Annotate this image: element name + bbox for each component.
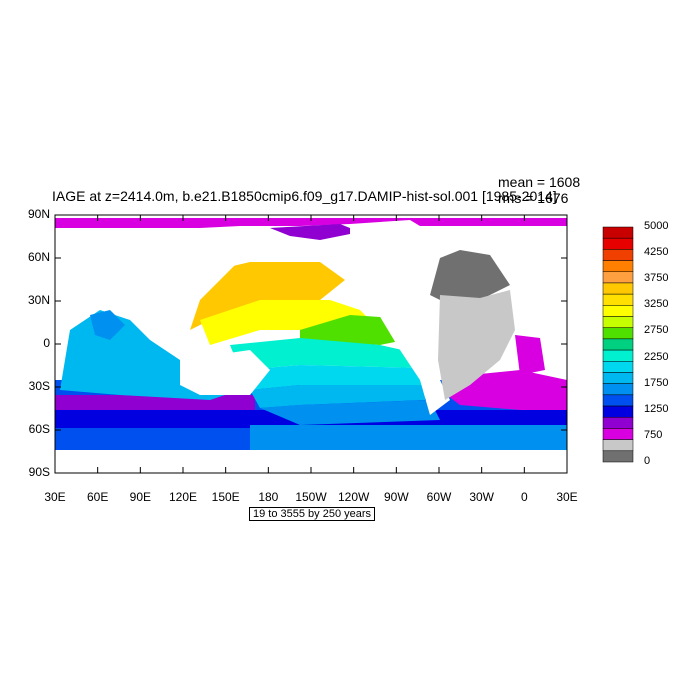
colorbar-swatch bbox=[602, 361, 634, 373]
colorbar-swatch bbox=[602, 293, 634, 306]
x-tick-label: 30W bbox=[469, 490, 494, 504]
x-tick-label: 120E bbox=[168, 490, 198, 504]
pacific-band-4 bbox=[230, 338, 425, 370]
colorbar-swatch bbox=[602, 237, 634, 250]
colorbar-swatch bbox=[602, 282, 634, 295]
y-tick-label: 90N bbox=[27, 207, 50, 221]
colorbar-swatch bbox=[602, 428, 634, 440]
map-title: IAGE at z=2414.0m, b.e21.B1850cmip6.f09_… bbox=[52, 188, 557, 204]
colorbar-swatch bbox=[602, 260, 634, 273]
mask-dark bbox=[430, 250, 510, 305]
atlantic-southeast bbox=[515, 335, 545, 375]
colorbar bbox=[602, 226, 634, 463]
mean-label: mean = 1608 bbox=[498, 174, 581, 190]
x-tick-label: 180 bbox=[258, 490, 279, 504]
x-tick-label: 30E bbox=[556, 490, 578, 504]
y-tick-label: 0 bbox=[43, 336, 50, 350]
colorbar-swatch bbox=[602, 271, 634, 284]
x-tick-label: 150E bbox=[211, 490, 240, 504]
y-tick-label: 60N bbox=[27, 250, 50, 264]
pacific-band-6 bbox=[250, 385, 425, 408]
colorbar-swatch bbox=[602, 305, 634, 317]
colorbar-swatch bbox=[602, 327, 634, 340]
y-tick-label: 30S bbox=[28, 379, 50, 393]
colorbar-swatch bbox=[602, 226, 634, 239]
x-tick-label: 60E bbox=[86, 490, 109, 504]
pacific-band-5 bbox=[240, 365, 425, 390]
colorbar-label: 3250 bbox=[644, 298, 669, 311]
map-field bbox=[55, 215, 567, 473]
colorbar-label: 3750 bbox=[644, 272, 669, 285]
colorbar-label: 1250 bbox=[644, 402, 669, 415]
x-tick-label: 150W bbox=[295, 490, 327, 504]
colorbar-label: 4250 bbox=[644, 246, 669, 259]
colorbar-swatch bbox=[602, 383, 634, 396]
indian-ocean-north bbox=[90, 310, 125, 340]
band-southern-light bbox=[250, 425, 567, 450]
x-tick-label: 90E bbox=[129, 490, 151, 504]
colorbar-swatch bbox=[602, 394, 634, 407]
x-tick-label: 0 bbox=[520, 490, 528, 504]
colorbar-label: 0 bbox=[644, 455, 651, 467]
pacific-band-3 bbox=[300, 315, 405, 345]
land-eurasia bbox=[55, 228, 250, 345]
x-tick-label: 90W bbox=[383, 490, 409, 504]
y-tick-label: 30N bbox=[27, 293, 50, 307]
x-tick-label: 120W bbox=[337, 490, 370, 504]
mask-light bbox=[438, 290, 515, 400]
colorbar-swatch bbox=[602, 338, 634, 351]
colorbar-swatch bbox=[602, 450, 634, 463]
pacific-band-7 bbox=[260, 400, 440, 425]
y-tick-label: 60S bbox=[28, 422, 50, 436]
colorbar-label: 2250 bbox=[644, 350, 669, 363]
colorbar-swatch bbox=[602, 316, 634, 328]
colorbar-label: 5000 bbox=[644, 220, 669, 232]
x-tick-label: 30E bbox=[44, 490, 66, 504]
colorbar-label: 750 bbox=[644, 428, 663, 441]
rms-label: rms = 1676 bbox=[498, 190, 569, 206]
colorbar-swatch bbox=[602, 349, 634, 362]
colorbar-label: 2750 bbox=[644, 324, 669, 337]
colorbar-swatch bbox=[602, 405, 634, 418]
colorbar-swatch bbox=[602, 372, 634, 384]
x-tick-label: 60W bbox=[426, 490, 452, 504]
arctic-violet bbox=[270, 224, 360, 240]
colorbar-label: 1750 bbox=[644, 376, 669, 389]
colorbar-swatch bbox=[602, 439, 634, 452]
colorbar-swatch bbox=[602, 416, 634, 429]
land-australia bbox=[180, 350, 270, 395]
contour-info: 19 to 3555 by 250 years bbox=[249, 507, 376, 521]
colorbar-swatch bbox=[602, 249, 634, 261]
y-tick-label: 90S bbox=[28, 465, 50, 479]
pacific-band-2 bbox=[200, 300, 375, 345]
